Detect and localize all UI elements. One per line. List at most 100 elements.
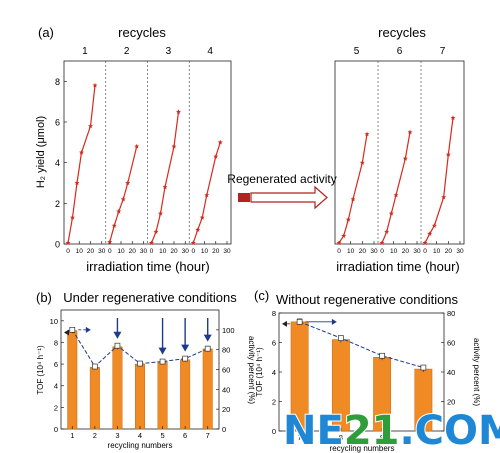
data-point <box>388 210 394 216</box>
panel-a-left-x-label: irradiation time (hour) <box>86 259 210 274</box>
y-tick-label: 10 <box>50 317 58 326</box>
panel-a-right-recycle-numbers: 5 6 7 <box>354 46 446 57</box>
recycle-number-2: 2 <box>124 46 130 57</box>
x-tick-label: 30 <box>370 248 378 255</box>
data-point <box>336 240 342 246</box>
bar-7 <box>202 348 213 430</box>
panel-b-y-axis-left: 0 2 4 6 8 10 <box>50 317 64 434</box>
y-tick-label: 4 <box>272 368 276 377</box>
activity-dashed-line <box>299 321 424 369</box>
x-tick-label: 10 <box>201 248 209 255</box>
panel-c-y-axis-right: 0 20 40 60 80 <box>441 309 455 436</box>
data-point <box>407 129 413 135</box>
data-point <box>204 192 210 198</box>
series-line-7 <box>424 117 454 244</box>
regen-arrow-head-7 <box>203 334 212 342</box>
panel-a-left-series <box>65 82 223 246</box>
recycle-number-1: 1 <box>82 46 88 57</box>
data-point <box>431 223 437 228</box>
activity-point <box>92 363 98 370</box>
data-point <box>359 160 365 165</box>
x-tick-label: 20 <box>402 248 410 255</box>
panel-c-axis-indicators <box>282 318 337 327</box>
bar-3 <box>112 346 123 430</box>
panel-b-chart: 0 2 4 6 8 10 0 20 40 60 80 100 1 2 3 4 5 6 7 TOF (10⁴ h⁻… <box>36 309 256 450</box>
data-point <box>384 229 390 234</box>
regen-block <box>238 193 250 202</box>
panel-a-right-separators <box>377 61 422 244</box>
y-right-tick-label: 40 <box>447 368 455 377</box>
x-tick-label: 10 <box>433 248 441 255</box>
x-tick-label: 7 <box>206 431 210 440</box>
data-point <box>134 143 140 149</box>
y-right-tick-label: 20 <box>447 398 455 407</box>
panel-b-x-label: recycling numbers <box>108 441 173 450</box>
x-tick-label: 0 <box>66 248 70 255</box>
data-point <box>153 229 159 234</box>
recycle-number-7: 7 <box>440 46 446 57</box>
panel-b-label: (b) <box>36 290 52 305</box>
y-tick-label: 6 <box>54 360 58 369</box>
x-tick-label: 6 <box>183 431 187 440</box>
panel-c-y-axis-left: 0 2 4 6 8 <box>272 309 282 436</box>
panel-a-right-frame <box>334 60 465 245</box>
x-tick-label: 0 <box>108 248 112 255</box>
left-axis-indicator-arrow <box>64 329 69 336</box>
bar-6 <box>180 359 191 430</box>
activity-point <box>182 355 188 362</box>
watermark-logo: NE21.COM <box>282 407 500 453</box>
y-tick-label: 4 <box>55 158 60 168</box>
series-line-2 <box>109 146 138 243</box>
data-point <box>427 231 433 236</box>
panel-a-right-series <box>336 115 456 246</box>
x-tick-label: 0 <box>191 248 195 255</box>
recycle-number-4: 4 <box>207 46 213 57</box>
recycle-number-3: 3 <box>166 46 172 57</box>
panel-a-left-recycle-numbers: 1 2 3 4 <box>82 46 213 57</box>
data-point <box>171 143 177 149</box>
y-right-tick-label: 40 <box>222 385 230 394</box>
panel-b-y-axis-right: 0 20 40 60 80 100 <box>216 326 235 434</box>
panel-a-left-frame <box>63 60 232 245</box>
data-point <box>79 149 84 155</box>
y-tick-label: 6 <box>272 339 276 348</box>
x-tick-label: 0 <box>380 248 384 255</box>
data-point <box>379 240 385 246</box>
y-tick-label: 0 <box>272 427 276 436</box>
activity-point <box>114 342 121 349</box>
panel-a-left-x-ticks: 0 10 20 30 0 10 20 30 0 10 20 30 0 10 20 30 <box>66 241 231 255</box>
panel-c-activity-line <box>296 319 427 371</box>
data-point <box>441 194 447 200</box>
panel-a-left-y-axis: 0 2 4 6 8 <box>55 77 67 250</box>
x-tick-label: 30 <box>223 248 231 255</box>
y-right-tick-label: 60 <box>447 339 455 348</box>
x-tick-label: 2 <box>93 431 97 440</box>
x-tick-label: 20 <box>129 248 137 255</box>
data-point <box>422 240 428 246</box>
watermark-text: NE21.COM <box>283 408 500 453</box>
series-line-1 <box>67 85 96 244</box>
regenerated-activity-arrow: Regenerated activity <box>227 172 337 210</box>
panel-c-y-label-right: activity percent (%) <box>472 338 481 406</box>
right-axis-indicator-arrow <box>85 326 91 333</box>
x-tick-label: 5 <box>160 431 164 440</box>
x-tick-label: 30 <box>413 248 421 255</box>
bar-1 <box>67 330 78 430</box>
data-point <box>92 82 98 88</box>
panel-a-left-title: recycles <box>118 25 166 40</box>
y-tick-label: 8 <box>55 77 60 87</box>
recycle-number-5: 5 <box>354 46 360 57</box>
x-tick-label: 10 <box>419 433 427 442</box>
y-right-tick-label: 80 <box>447 309 455 318</box>
panel-c-label: (c) <box>254 288 269 303</box>
y-tick-label: 6 <box>55 118 60 128</box>
x-tick-label: 8 <box>339 433 343 442</box>
activity-point <box>296 319 303 325</box>
x-tick-label: 1 <box>70 431 74 440</box>
panel-b-y-label: TOF (10⁴ h⁻¹) <box>36 345 45 395</box>
bar-5 <box>157 361 168 430</box>
activity-point <box>379 352 385 359</box>
x-tick-label: 30 <box>182 248 190 255</box>
